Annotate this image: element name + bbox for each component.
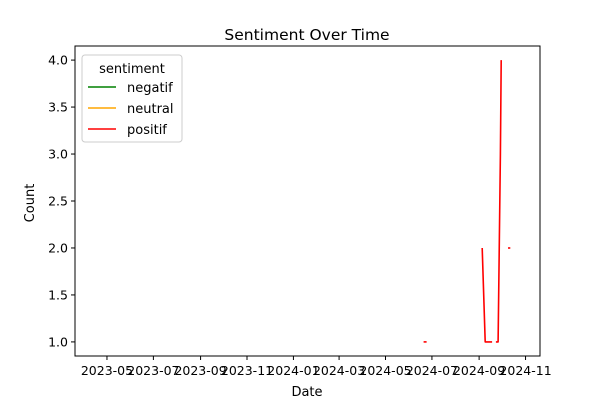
legend-label-positif: positif — [127, 123, 167, 138]
y-tick-label: 3.0 — [48, 147, 68, 162]
series-layer — [423, 60, 511, 343]
x-tick-label: 2024-05 — [359, 363, 411, 378]
y-tick-label: 4.0 — [48, 53, 68, 68]
x-tick-label: 2024-01 — [267, 363, 319, 378]
legend-label-negatif: negatif — [127, 81, 173, 96]
chart-title: Sentiment Over Time — [224, 26, 389, 44]
x-tick-label: 2024-11 — [499, 363, 551, 378]
legend: sentiment negatif neutral positif — [81, 54, 183, 143]
y-axis: 1.0 1.5 2.0 2.5 3.0 3.5 4.0 — [48, 53, 75, 349]
x-axis-title: Date — [291, 385, 322, 400]
legend-title: sentiment — [99, 62, 165, 77]
legend-entries: negatif neutral positif — [88, 81, 174, 138]
x-tick-label: 2024-07 — [406, 363, 458, 378]
y-tick-label: 2.0 — [48, 240, 68, 255]
legend-box — [81, 54, 183, 143]
y-tick-label: 2.5 — [48, 194, 68, 209]
y-tick-label: 1.5 — [48, 287, 68, 302]
x-tick-label: 2024-09 — [453, 363, 505, 378]
legend-label-neutral: neutral — [127, 102, 174, 117]
y-tick-label: 1.0 — [48, 334, 68, 349]
series-line-positif — [481, 247, 493, 343]
x-tick-label: 2023-11 — [221, 363, 273, 378]
x-tick-label: 2023-07 — [127, 363, 179, 378]
x-tick-label: 2023-09 — [174, 363, 226, 378]
series-line-positif — [495, 60, 502, 343]
x-axis: 2023-052023-072023-092023-112024-012024-… — [81, 356, 552, 378]
x-tick-label: 2023-05 — [81, 363, 133, 378]
y-axis-title: Count — [23, 184, 38, 223]
y-tick-label: 3.5 — [48, 100, 68, 115]
x-tick-label: 2024-03 — [313, 363, 365, 378]
